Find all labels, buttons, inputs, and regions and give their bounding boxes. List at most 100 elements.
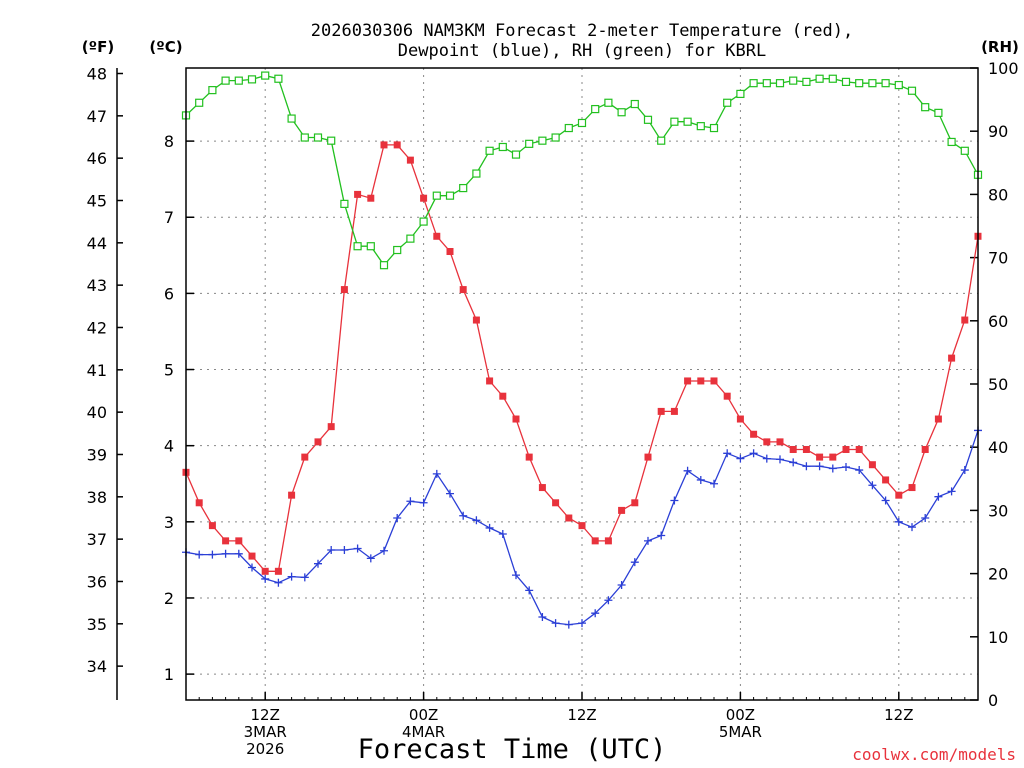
time-tick-label: 12Z [884,706,913,724]
fahrenheit-tick-label: 44 [87,234,107,253]
rh-point [419,217,428,226]
temperature-point [472,316,480,324]
rh-tick-label: 90 [988,122,1008,141]
rh-point [907,86,917,95]
dewpoint-point [762,454,771,463]
rh-tick-label: 10 [988,628,1008,647]
dewpoint-point [380,546,388,555]
dewpoint-point [696,475,705,484]
rh-point [234,76,243,85]
dewpoint-point [749,449,758,458]
temperature-point [789,445,797,453]
temperature-point [420,194,428,202]
rh-point [564,123,573,133]
dewpoint-point [208,550,217,559]
temperature-point [288,491,296,499]
temperature-point [538,484,546,492]
fahrenheit-tick-label: 45 [87,191,107,210]
rh-point [287,114,296,123]
fahrenheit-tick-label: 35 [87,615,107,634]
temperature-point [868,461,876,469]
temperature-point [763,438,771,446]
rh-point [934,108,943,117]
dewpoint-point [459,511,468,520]
dewpoint-point [248,563,256,572]
rh-tick-label: 30 [988,501,1008,520]
temperature-point [248,552,256,560]
temperature-point [499,392,507,400]
dewpoint-point [274,578,283,587]
temperature-point [314,438,322,446]
dewpoint-point [934,492,943,501]
temperature-point [552,499,560,507]
rh-point [802,77,811,87]
rh-point [551,133,560,142]
temperature-point [908,484,916,492]
dewpoint-point [868,481,877,490]
rh-point [670,117,679,126]
dewpoint-point [683,466,692,475]
temperature-point [565,514,573,522]
temperature-point [393,141,401,149]
temperature-point [684,377,692,385]
temperature-point [578,522,586,530]
rh-point [485,146,494,155]
temperature-point [525,453,533,461]
rh-point [472,169,481,178]
dewpoint-point [393,514,402,523]
temperature-point [934,415,942,423]
dewpoint-point [366,554,375,563]
rh-point [749,79,758,88]
temperature-point [670,407,678,415]
rh-point [855,79,864,88]
celsius-tick-label: 2 [164,589,174,608]
fahrenheit-tick-label: 39 [87,445,107,464]
dewpoint-point [340,545,349,554]
temperature-point [855,445,863,453]
rh-point [709,123,719,133]
rh-point [591,104,600,114]
rh-point [789,76,798,85]
rh-point [300,133,309,142]
dewpoint-point [815,462,824,471]
fahrenheit-tick-label: 42 [87,318,107,337]
temperature-point [354,190,362,198]
temperature-point [657,407,665,415]
dewpoint-point [881,496,890,505]
rh-tick-label: 100 [988,59,1019,78]
temperature-point [208,522,216,530]
celsius-tick-label: 8 [164,132,174,151]
dewpoint-point [776,455,784,464]
plot-frame [185,67,979,701]
dewpoint-point [947,487,956,496]
dewpoint-point [432,469,441,478]
rh-point [393,245,402,255]
temperature-point [380,141,388,149]
dewpoint-point [261,574,270,583]
rh-point [947,137,956,147]
dewpoint-point [446,489,454,498]
dewpoint-point [723,449,732,458]
rh-point [630,99,639,109]
chart-title-line-2: Dewpoint (blue), RH (green) for KBRL [398,41,766,61]
dewpoint-point [855,466,864,475]
temperature-point [723,392,731,400]
rh-point [775,79,785,88]
temperature-point [882,476,890,484]
rh-point [815,74,824,83]
dewpoint-point [564,620,573,629]
temperature-point [776,438,784,446]
rh-point [868,79,877,88]
temperature-point [644,453,652,461]
rh-point [525,139,534,148]
dewpoint-point [195,550,204,559]
celsius-tick-label: 1 [164,665,174,684]
temperature-point [736,415,744,423]
dewpoint-point [710,479,718,488]
fahrenheit-tick-label: 36 [87,572,107,591]
dewpoint-point [234,549,243,558]
rh-tick-label: 70 [988,249,1008,268]
rh-point [921,103,930,112]
temperature-point [301,453,309,461]
